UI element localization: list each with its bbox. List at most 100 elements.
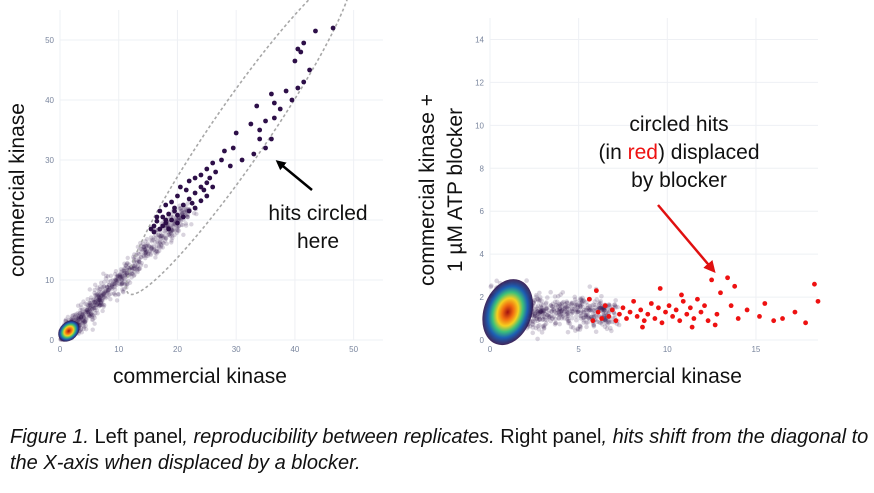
left-bg-point xyxy=(178,206,183,211)
right-bg-point xyxy=(538,308,543,313)
left-bg-point xyxy=(86,310,91,315)
left-bg-point xyxy=(129,275,134,280)
left-x-tick-label: 20 xyxy=(173,345,182,354)
left-bg-point xyxy=(138,254,144,260)
right-bg-point xyxy=(577,302,583,308)
right-bg-point xyxy=(532,311,537,317)
right-bg-point xyxy=(575,327,581,332)
right-bg-point xyxy=(543,306,549,312)
left-bg-point xyxy=(157,245,162,250)
right-bg-point xyxy=(537,309,543,315)
left-bg-point xyxy=(92,315,97,320)
left-bg-point xyxy=(103,276,109,281)
left-bg-point xyxy=(80,309,85,315)
left-bg-point xyxy=(157,233,162,239)
left-hit-points xyxy=(148,25,336,235)
right-bg-point xyxy=(540,316,546,322)
right-hit-point xyxy=(602,303,608,309)
right-bg-point xyxy=(554,311,560,316)
left-y-tick-label: 40 xyxy=(45,96,54,105)
right-bg-point xyxy=(598,300,603,306)
right-bg-point xyxy=(564,305,570,311)
right-bg-point xyxy=(557,301,562,307)
left-bg-point xyxy=(95,298,101,303)
right-bg-point xyxy=(527,323,533,329)
left-bg-point xyxy=(94,302,99,308)
right-bg-point xyxy=(566,307,572,312)
left-hit-point xyxy=(198,184,204,190)
left-bg-point xyxy=(183,208,188,214)
left-bg-point xyxy=(69,313,75,319)
right-hit-point xyxy=(732,283,738,289)
right-bg-point xyxy=(489,283,494,288)
left-bg-point xyxy=(157,240,163,246)
left-hit-point xyxy=(307,67,312,73)
left-bg-point xyxy=(117,273,122,278)
right-hit-point xyxy=(657,286,663,291)
left-bg-point xyxy=(83,323,88,328)
left-bg-point xyxy=(174,216,179,221)
left-bg-point xyxy=(79,311,85,317)
left-hit-point xyxy=(295,46,301,52)
left-bg-point xyxy=(109,284,115,289)
left-bg-point xyxy=(148,251,153,256)
left-bg-point xyxy=(134,264,139,270)
right-bg-point xyxy=(565,316,571,322)
left-bg-point xyxy=(132,262,138,268)
left-bg-point xyxy=(185,214,190,220)
right-bg-point xyxy=(585,305,591,311)
left-bg-point xyxy=(146,243,151,248)
left-bg-point xyxy=(139,260,144,266)
right-bg-point xyxy=(555,303,561,309)
left-bg-point xyxy=(88,301,93,306)
left-bg-point xyxy=(90,303,96,309)
right-hit-point xyxy=(663,309,668,315)
left-bg-point xyxy=(124,261,130,267)
right-bg-point xyxy=(578,324,584,330)
right-bg-point xyxy=(596,300,602,305)
left-bg-point xyxy=(162,228,167,234)
left-bg-point xyxy=(169,231,174,237)
left-bg-point xyxy=(96,301,101,306)
left-bg-point xyxy=(100,292,105,297)
right-bg-point xyxy=(536,327,542,332)
left-bg-point xyxy=(92,296,97,302)
left-bg-point xyxy=(91,305,97,311)
right-bg-point xyxy=(541,326,547,331)
left-bg-point xyxy=(132,269,137,274)
right-bg-point xyxy=(608,325,613,331)
left-bg-point xyxy=(80,318,86,324)
right-hit-point xyxy=(735,316,741,321)
right-bg-point xyxy=(601,312,607,318)
left-bg-point xyxy=(149,239,154,244)
left-bg-point xyxy=(158,245,164,250)
right-bg-point xyxy=(561,309,567,314)
left-bg-point xyxy=(154,249,159,254)
right-bg-point xyxy=(596,319,602,325)
left-bg-point xyxy=(87,313,93,319)
left-bg-point xyxy=(163,235,169,241)
right-bg-point xyxy=(565,304,571,309)
right-bg-point xyxy=(534,294,539,300)
left-bg-point xyxy=(168,230,174,235)
left-bg-point xyxy=(142,247,148,252)
right-bg-point xyxy=(568,324,574,330)
right-bg-point xyxy=(581,320,587,325)
left-bg-point xyxy=(95,285,100,290)
left-bg-point xyxy=(122,261,127,266)
right-bg-point xyxy=(587,284,593,289)
left-bg-point xyxy=(116,278,122,283)
right-hit-point xyxy=(679,292,684,298)
left-bg-point xyxy=(117,272,123,277)
right-hit-point xyxy=(803,320,808,326)
left-bg-point xyxy=(191,211,197,216)
right-bg-point xyxy=(569,301,574,307)
left-bg-point xyxy=(151,244,156,249)
left-bg-point xyxy=(84,316,89,321)
left-bg-point xyxy=(101,291,106,296)
left-hit-point xyxy=(201,187,207,193)
right-hit-point xyxy=(638,307,644,313)
left-hit-point xyxy=(163,217,169,223)
left-bg-point xyxy=(81,318,86,323)
right-y-tick-label: 8 xyxy=(480,164,485,173)
